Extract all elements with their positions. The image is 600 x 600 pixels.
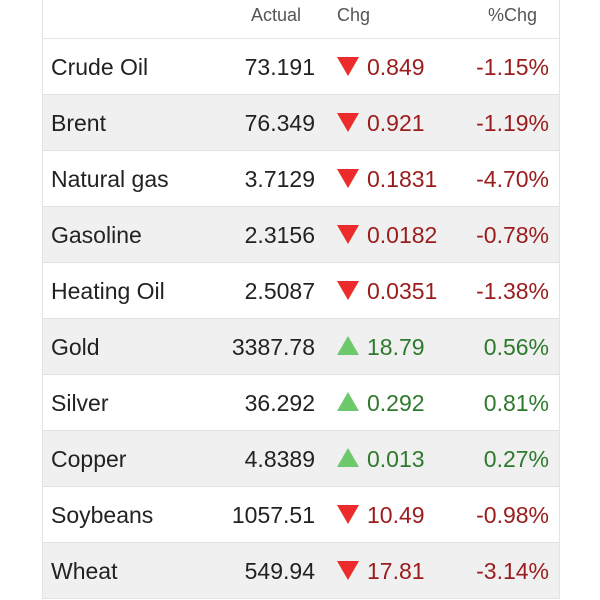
table-row[interactable]: Copper 4.8389 0.013 0.27% [43,430,559,486]
percent-change-value: -0.78% [476,222,549,248]
commodity-name: Gold [51,334,100,360]
table-row[interactable]: Crude Oil 73.191 0.849 -1.15% [43,39,559,94]
triangle-up-icon [337,336,359,355]
actual-value: 76.349 [244,110,315,136]
actual-value: 4.8389 [244,446,315,472]
actual-value: 36.292 [244,390,315,416]
commodity-name: Copper [51,446,127,472]
change-value: 18.79 [367,334,425,360]
table-row[interactable]: Gasoline 2.3156 0.0182 -0.78% [43,206,559,262]
commodity-name: Soybeans [51,502,154,528]
triangle-down-icon [337,505,359,524]
column-header-chg: Chg [337,5,371,25]
table-body: Crude Oil 73.191 0.849 -1.15% Brent 76.349 0.9… [43,39,559,598]
actual-value: 2.5087 [244,278,315,304]
table-row[interactable]: Heating Oil 2.5087 0.0351 -1.38% [43,262,559,318]
percent-change-value: -1.19% [476,110,549,136]
change-value: 10.49 [367,502,425,528]
table-row[interactable]: Silver 36.292 0.292 0.81% [43,374,559,430]
change-value: 0.0182 [367,222,438,248]
commodity-name: Silver [51,390,109,416]
table-header: Actual Chg %Chg [43,0,559,39]
change-value: 17.81 [367,558,425,584]
change-value: 0.0351 [367,278,438,304]
table-row[interactable]: Soybeans 1057.51 10.49 -0.98% [43,486,559,542]
actual-value: 549.94 [244,558,315,584]
percent-change-value: 0.56% [483,334,549,360]
triangle-down-icon [337,225,359,244]
commodity-name: Brent [51,110,106,136]
percent-change-value: 0.81% [483,390,549,416]
actual-value: 3387.78 [231,334,315,360]
actual-value: 2.3156 [244,222,315,248]
table-row[interactable]: Natural gas 3.7129 0.1831 -4.70% [43,150,559,206]
column-header-pct-chg: %Chg [487,5,537,25]
percent-change-value: -1.15% [476,54,549,80]
triangle-down-icon [337,281,359,300]
triangle-up-icon [337,448,359,467]
triangle-down-icon [337,57,359,76]
triangle-down-icon [337,169,359,188]
triangle-up-icon [337,392,359,411]
commodity-name: Heating Oil [51,278,165,304]
percent-change-value: -3.14% [476,558,549,584]
commodity-name: Crude Oil [51,54,149,80]
commodity-name: Natural gas [51,166,169,192]
percent-change-value: -4.70% [476,166,549,192]
actual-value: 1057.51 [231,502,315,528]
commodity-name: Gasoline [51,222,142,248]
change-value: 0.849 [367,54,425,80]
change-value: 0.921 [367,110,425,136]
column-header-actual: Actual [250,5,301,25]
table-row[interactable]: Wheat 549.94 17.81 -3.14% [43,542,559,598]
change-value: 0.1831 [367,166,438,192]
percent-change-value: -0.98% [476,502,549,528]
triangle-down-icon [337,113,359,132]
triangle-down-icon [337,561,359,580]
actual-value: 3.7129 [244,166,315,192]
percent-change-value: -1.38% [476,278,549,304]
actual-value: 73.191 [244,54,315,80]
commodities-table: Actual Chg %Chg Crude Oil 73.191 0.849 -1.1… [42,0,560,599]
commodity-name: Wheat [51,558,118,584]
percent-change-value: 0.27% [483,446,549,472]
table-row[interactable]: Brent 76.349 0.921 -1.19% [43,94,559,150]
change-value: 0.013 [367,446,425,472]
table-row[interactable]: Gold 3387.78 18.79 0.56% [43,318,559,374]
change-value: 0.292 [367,390,425,416]
